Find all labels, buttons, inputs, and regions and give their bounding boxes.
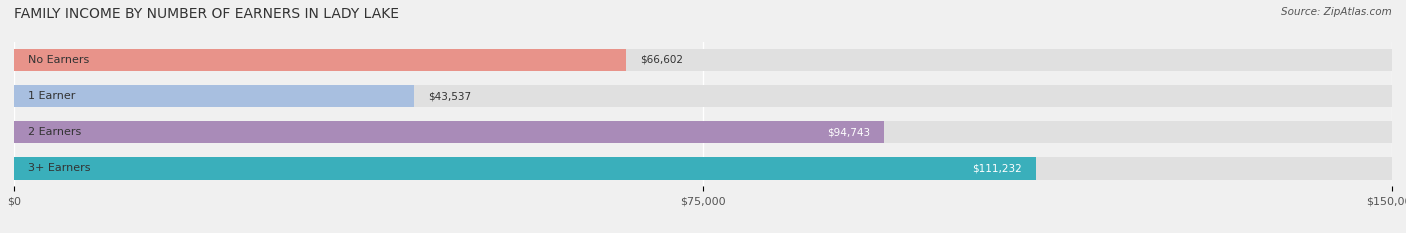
- Text: FAMILY INCOME BY NUMBER OF EARNERS IN LADY LAKE: FAMILY INCOME BY NUMBER OF EARNERS IN LA…: [14, 7, 399, 21]
- Text: $66,602: $66,602: [640, 55, 683, 65]
- Text: $111,232: $111,232: [973, 163, 1022, 173]
- Bar: [14, 157, 1392, 180]
- Text: $43,537: $43,537: [427, 91, 471, 101]
- Text: Source: ZipAtlas.com: Source: ZipAtlas.com: [1281, 7, 1392, 17]
- Text: No Earners: No Earners: [28, 55, 89, 65]
- Bar: [14, 157, 1036, 180]
- Bar: [14, 49, 626, 71]
- Bar: [14, 85, 1392, 107]
- Bar: [14, 121, 884, 144]
- Text: 3+ Earners: 3+ Earners: [28, 163, 90, 173]
- Bar: [14, 121, 1392, 144]
- Text: 2 Earners: 2 Earners: [28, 127, 82, 137]
- Bar: [14, 49, 1392, 71]
- Bar: [14, 85, 413, 107]
- Text: 1 Earner: 1 Earner: [28, 91, 75, 101]
- Text: $94,743: $94,743: [828, 127, 870, 137]
